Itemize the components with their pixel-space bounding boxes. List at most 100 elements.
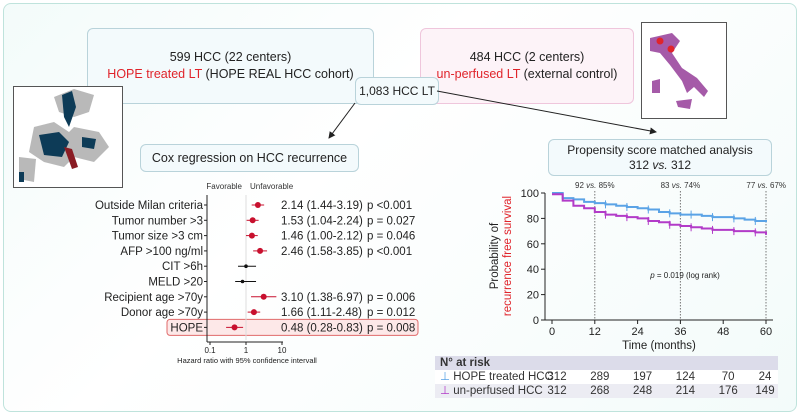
x-axis-label: Hazard ratio with 95% confidence interva… — [177, 356, 317, 365]
hazard-ratio-point — [240, 279, 245, 284]
control-cohort-highlight: un-perfused LT — [436, 67, 521, 81]
forest-row-label: Tumor number >3 — [112, 215, 203, 227]
p-value: p = 0.012 — [367, 307, 415, 319]
unperfused-legend-icon: ⊥ — [440, 385, 454, 397]
risk-count: 24 — [758, 371, 772, 383]
risk-count: 312 — [547, 385, 567, 397]
p-value: p = 0.008 — [367, 322, 415, 334]
risk-row-name: HOPE treated HCC — [453, 371, 553, 383]
psm-box: Propensity score matched analysis 312 vs… — [548, 139, 772, 176]
risk-row-unperfused: ⊥ un-perfused HCC 312 268 248 214 176 149 — [435, 384, 778, 398]
y-tick-label: 60 — [527, 239, 539, 251]
forest-row-label: MELD >20 — [148, 277, 203, 289]
timepoint-annotation: 92 vs. 85% — [575, 181, 615, 190]
x-tick-label: 0 — [549, 326, 555, 338]
p-value: p <0.001 — [367, 200, 412, 212]
total-box: 1,083 HCC LT — [355, 77, 439, 105]
control-cohort-count: 484 HCC (2 centers) — [469, 50, 585, 64]
timepoint-annotation: 83 vs. 74% — [661, 181, 701, 190]
risk-count: 312 — [547, 371, 567, 383]
risk-count: 214 — [675, 385, 695, 397]
psm-n2: 312 — [667, 157, 692, 172]
log-rank-pvalue: p = 0.019 (log rank) — [649, 271, 720, 280]
control-cohort-desc: (external control) — [520, 67, 618, 81]
hr-value: 2.14 (1.44-3.19) — [281, 200, 363, 212]
unfavorable-label: Unfavorable — [250, 182, 294, 191]
risk-count: 124 — [675, 371, 695, 383]
control-cohort-box: 484 HCC (2 centers) un-perfused LT (exte… — [420, 28, 634, 104]
y-axis-label-line2: recurrence free survival — [502, 196, 514, 316]
hr-value: 0.48 (0.28-0.83) — [281, 322, 363, 334]
hr-value: 1.46 (1.00-2.12) — [281, 231, 363, 243]
favorable-label: Favorable — [206, 182, 242, 191]
forest-row-label: AFP >100 ng/ml — [120, 246, 203, 258]
hazard-ratio-point — [248, 232, 255, 239]
hr-value: 1.66 (1.11-2.48) — [281, 307, 362, 319]
risk-row-hope: ⊥ HOPE treated HCC 312 289 197 124 70 24 — [435, 370, 778, 384]
total-label: 1,083 HCC LT — [359, 83, 435, 98]
hope-cohort-desc: (HOPE REAL HCC cohort) — [202, 67, 354, 81]
risk-count: 289 — [590, 371, 610, 383]
timepoint-annotation: 77 vs. 67% — [746, 181, 786, 190]
hazard-ratio-point — [250, 309, 257, 316]
risk-count: 197 — [633, 371, 653, 383]
forest-row-label: Donor age >70y — [121, 307, 203, 319]
p-value: p = 0.027 — [367, 215, 415, 227]
forest-row-label: Outside Milan criteria — [95, 200, 204, 212]
y-tick-label: 40 — [527, 264, 539, 276]
risk-count: 176 — [718, 385, 738, 397]
forest-row-label: Recipient age >70y — [104, 292, 203, 304]
risk-count: 268 — [590, 385, 610, 397]
p-value: p = 0.046 — [367, 231, 415, 243]
y-tick-label: 20 — [527, 290, 539, 302]
risk-table-title: N° at risk — [435, 356, 778, 370]
hr-value: 2.46 (1.58-3.85) — [281, 246, 363, 258]
hazard-ratio-point — [231, 324, 238, 331]
psm-n1: 312 — [628, 157, 653, 172]
risk-count: 149 — [755, 385, 775, 397]
risk-count: 248 — [633, 385, 653, 397]
psm-title: Propensity score matched analysis — [567, 142, 753, 157]
psm-vs: vs. — [652, 157, 668, 172]
hazard-ratio-point — [244, 264, 248, 269]
hope-cohort-box: 599 HCC (22 centers) HOPE treated LT (HO… — [87, 28, 374, 104]
risk-table: N° at risk ⊥ HOPE treated HCC 312 289 197 1… — [435, 356, 778, 398]
risk-row-name: un-perfused HCC — [453, 385, 543, 397]
cox-box: Cox regression on HCC recurrence — [140, 144, 359, 172]
x-tick-label: 36 — [674, 326, 686, 338]
x-tick-label: 1 — [244, 346, 249, 355]
x-axis-label: Time (months) — [622, 340, 696, 352]
hr-value: 1.53 (1.04-2.24) — [281, 215, 363, 227]
hazard-ratio-point — [249, 217, 256, 224]
forest-row-label: HOPE — [170, 322, 203, 334]
forest-row-label: CIT >6h — [162, 261, 203, 273]
europe-map — [13, 86, 123, 188]
forest-row-label: Tumor size >3 cm — [112, 231, 203, 243]
cox-label: Cox regression on HCC recurrence — [151, 150, 348, 165]
hope-legend-icon: ⊥ — [440, 371, 454, 383]
y-axis-label-line1: Probability of — [489, 222, 501, 289]
y-tick-label: 80 — [527, 213, 539, 225]
hope-cohort-count: 599 HCC (22 centers) — [169, 50, 292, 64]
x-tick-label: 12 — [589, 326, 601, 338]
hazard-ratio-point — [254, 202, 261, 208]
hazard-ratio-point — [257, 247, 264, 254]
p-value: p <0.001 — [367, 246, 412, 258]
hazard-ratio-point — [260, 293, 267, 300]
x-tick-label: 24 — [631, 326, 643, 338]
p-value: p = 0.006 — [367, 292, 415, 304]
km-curve-unperfused — [552, 193, 767, 235]
x-tick-label: 48 — [717, 326, 729, 338]
x-tick-label: 10 — [278, 346, 287, 355]
hope-cohort-highlight: HOPE treated LT — [107, 67, 203, 81]
y-tick-label: 100 — [521, 188, 539, 200]
x-tick-label: 60 — [760, 326, 772, 338]
x-tick-label: 0.1 — [204, 346, 216, 355]
risk-count: 70 — [721, 371, 735, 383]
hope-highlight-box — [166, 318, 419, 336]
arrow-to-psm — [436, 90, 657, 135]
